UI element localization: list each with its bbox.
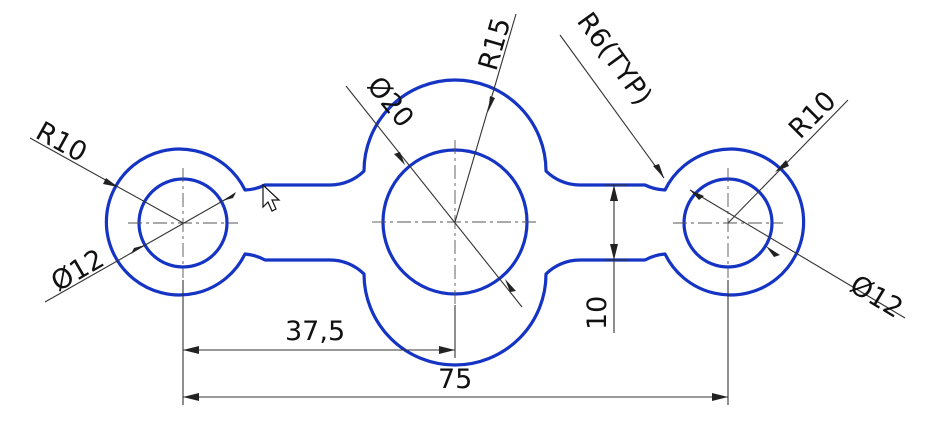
arrow-left-d12-b: [222, 192, 236, 201]
arrow-center-d20-b: [505, 279, 516, 292]
leader-fillet-r6: [559, 34, 665, 179]
label-left-d12: Ø12: [46, 243, 110, 298]
leader-right-d12: [689, 189, 906, 319]
arrow-right-r10: [775, 160, 789, 172]
label-center-d20: Ø20: [361, 71, 420, 134]
arrow-overall-right: [712, 393, 728, 401]
arrow-overall-left: [183, 393, 199, 401]
outer-profile: [104, 78, 806, 367]
label-right-r10: R10: [783, 85, 842, 144]
arrow-offset-left: [183, 346, 199, 354]
label-left-r10: R10: [31, 116, 92, 169]
arrow-center-d20-a: [394, 152, 405, 165]
leader-lines: [29, 13, 906, 319]
arrow-slot-top: [610, 185, 618, 201]
label-right-d12: Ø12: [844, 269, 908, 324]
label-overall-length: 75: [438, 364, 472, 395]
label-fillet-r6: R6(TYP): [570, 7, 658, 111]
dimension-labels: R10 Ø12 Ø20 R15 R6(TYP) R10 Ø12 10 37,5 …: [31, 7, 908, 395]
leader-center-r15: [454, 13, 517, 223]
linear-dimensions: [182, 184, 729, 405]
label-center-offset: 37,5: [285, 316, 345, 347]
arrow-right-d12-a: [766, 246, 780, 257]
leader-right-r10: [727, 99, 849, 224]
arrow-slot-bottom: [610, 244, 618, 260]
arrow-center-r15: [488, 96, 495, 112]
mouse-cursor-icon: [262, 183, 281, 212]
arrow-left-r10: [103, 178, 118, 187]
label-slot-width: 10: [582, 296, 613, 330]
label-center-r15: R15: [473, 14, 517, 74]
arrow-fillet-r6: [653, 164, 664, 178]
arrow-offset-right: [439, 346, 455, 354]
leader-center-d20: [345, 85, 523, 308]
arrow-left-d12-a: [131, 245, 145, 254]
arrow-right-d12-b: [690, 190, 704, 200]
